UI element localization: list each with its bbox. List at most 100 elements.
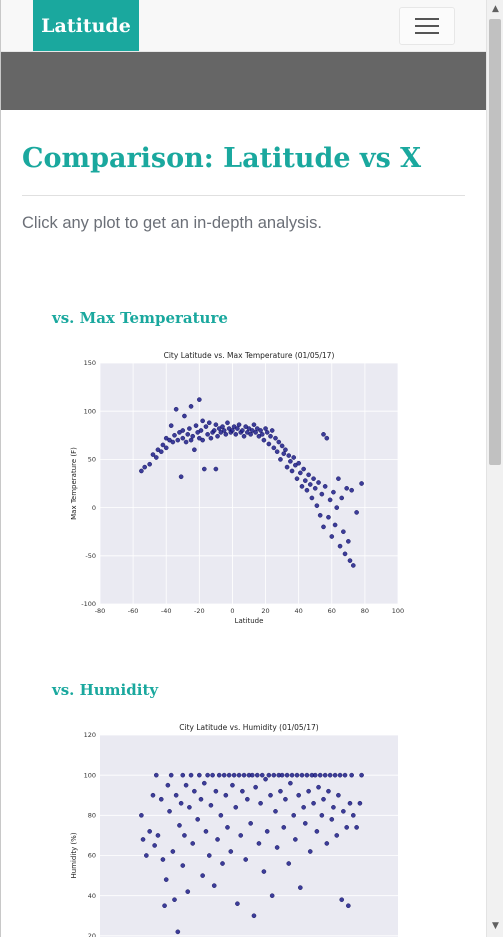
data-point	[147, 461, 152, 467]
data-point	[284, 464, 290, 470]
data-point	[243, 857, 248, 862]
x-tick-label: -60	[128, 607, 139, 615]
data-point	[223, 432, 229, 437]
data-point	[309, 495, 315, 501]
data-point	[140, 837, 146, 842]
data-point	[205, 432, 210, 437]
data-point	[235, 901, 240, 906]
data-point	[273, 435, 278, 441]
data-point	[304, 487, 310, 493]
data-point	[213, 788, 219, 794]
data-point	[201, 466, 207, 472]
y-tick-label: 40	[88, 892, 96, 900]
data-point	[359, 772, 364, 778]
data-point	[178, 474, 184, 480]
data-point	[289, 772, 295, 778]
data-point	[296, 792, 301, 798]
menu-toggle-button[interactable]	[399, 7, 455, 45]
data-point	[311, 800, 316, 806]
data-point	[203, 829, 209, 834]
y-tick-label: 150	[84, 359, 96, 367]
data-point	[193, 423, 199, 428]
data-point	[263, 776, 268, 782]
data-point	[211, 883, 217, 888]
data-point	[321, 524, 326, 530]
data-point	[250, 772, 255, 778]
data-point	[266, 772, 272, 778]
page-scrollbar[interactable]: ▲ ▼	[486, 0, 503, 937]
data-point	[230, 428, 235, 433]
section-heading-max-temperature: vs. Max Temperature	[52, 309, 228, 327]
data-point	[175, 437, 181, 443]
data-point	[337, 772, 343, 778]
data-point	[180, 863, 186, 868]
data-point	[248, 821, 253, 826]
data-point	[278, 457, 283, 462]
data-point	[286, 861, 292, 866]
max-temperature-plot[interactable]: -80 -60 -40 -20 0 20 40 60 80 100 -100 -50 0 50 100 150…	[61, 348, 411, 634]
data-point	[233, 432, 239, 437]
y-axis-label: Humidity (%)	[70, 832, 78, 878]
data-point	[306, 472, 311, 478]
data-point	[301, 805, 306, 810]
data-point	[321, 796, 326, 802]
humidity-chart: 20 40 60 80 100 120 City Latitude vs. Humidity…	[70, 723, 398, 937]
data-point	[228, 849, 234, 854]
data-point	[218, 813, 224, 818]
brand-link[interactable]: Latitude	[33, 0, 139, 51]
data-point	[296, 460, 301, 466]
data-point	[173, 792, 179, 798]
data-point	[211, 428, 217, 433]
data-point	[160, 442, 166, 448]
main-content: Comparison: Latitude vs X Click any plot…	[1, 110, 486, 937]
data-point	[271, 772, 277, 778]
chart-title: City Latitude vs. Max Temperature (01/05…	[164, 351, 335, 360]
data-point	[142, 464, 147, 470]
data-point	[188, 437, 194, 443]
data-point	[319, 491, 325, 497]
data-point	[153, 455, 159, 460]
data-point	[245, 796, 250, 802]
data-point	[298, 885, 303, 890]
data-point	[220, 861, 225, 866]
data-point	[165, 782, 171, 788]
y-axis-label: Max Temperature (F)	[70, 447, 78, 520]
data-point	[153, 772, 159, 778]
scroll-down-arrow-icon[interactable]: ▼	[492, 921, 499, 931]
data-point	[163, 877, 169, 882]
data-point	[283, 447, 288, 453]
section-heading-humidity: vs. Humidity	[52, 681, 159, 699]
data-point	[188, 404, 194, 409]
data-point	[206, 420, 212, 426]
title-divider	[22, 195, 465, 196]
data-point	[225, 825, 230, 830]
data-point	[291, 455, 296, 460]
data-point	[327, 497, 333, 503]
data-point	[198, 796, 204, 802]
data-point	[187, 805, 192, 810]
data-point	[215, 433, 220, 439]
max-temperature-chart: -80 -60 -40 -20 0 20 40 60 80 100 -100 -50 0 50 100 150…	[70, 351, 404, 625]
navbar: Latitude	[1, 0, 486, 52]
data-point	[322, 772, 328, 778]
data-point	[294, 476, 300, 481]
data-point	[288, 459, 293, 464]
scroll-up-arrow-icon[interactable]: ▲	[492, 4, 499, 14]
data-point	[302, 478, 308, 483]
data-point	[359, 481, 364, 486]
data-point	[293, 837, 298, 842]
data-point	[170, 439, 176, 445]
data-point	[354, 510, 359, 515]
data-point	[235, 426, 240, 431]
data-point	[276, 439, 282, 445]
data-point	[269, 893, 275, 898]
data-point	[261, 869, 267, 874]
data-point	[269, 428, 275, 433]
data-point	[312, 772, 318, 778]
y-tick-label: 0	[92, 504, 96, 512]
data-point	[301, 466, 306, 472]
scrollbar-thumb[interactable]	[489, 19, 501, 465]
humidity-plot[interactable]: 20 40 60 80 100 120 City Latitude vs. Humidity…	[61, 720, 411, 937]
data-point	[182, 833, 187, 838]
data-point	[258, 428, 263, 433]
